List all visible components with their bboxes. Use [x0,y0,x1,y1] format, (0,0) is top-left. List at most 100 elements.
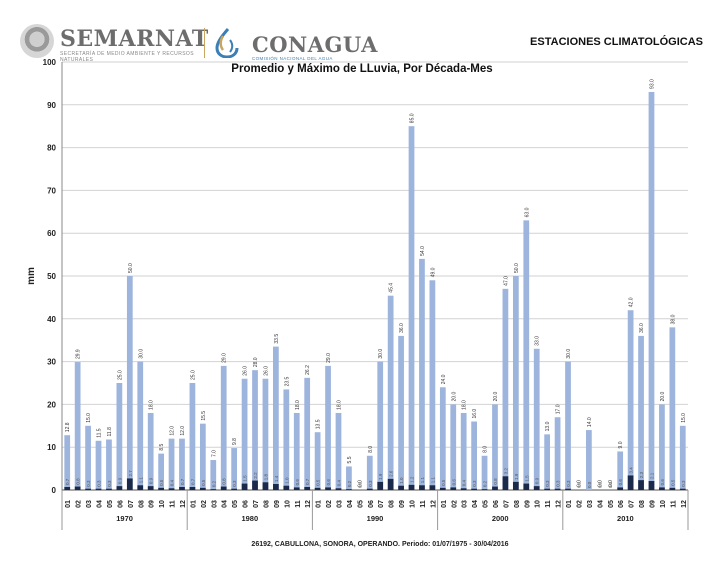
max-data-label: 36.0 [399,323,405,333]
max-data-label: 29.0 [222,353,228,363]
bar-avg [450,487,457,490]
x-tick-label: 12 [430,500,437,508]
x-tick-label: 06 [493,500,500,508]
avg-data-label: 0.4 [462,480,467,487]
semarnat-logo: SEMARNAT SECRETARÍA DE MEDIO AMBIENTE Y … [20,24,208,64]
max-data-label: 49.0 [430,267,436,277]
bar-max [512,276,519,490]
y-tick-label: 10 [47,443,56,452]
y-tick-label: 20 [47,400,56,409]
max-data-label: 26.2 [305,365,311,375]
avg-data-label: 3.2 [503,468,508,475]
avg-data-label: 0.3 [566,480,571,487]
x-tick-label: 09 [649,500,656,508]
water-drop-icon [215,28,239,58]
bar-max [377,361,384,490]
bar-max [273,346,279,490]
decade-label: 2010 [617,514,634,523]
bar-avg [293,487,300,490]
bar-avg [220,486,227,490]
avg-data-label: 0.3 [86,480,91,487]
bar-avg [106,488,112,490]
avg-data-label: 0.3 [472,480,477,487]
x-tick-label: 12 [556,500,563,508]
avg-data-label: 0.3 [681,480,686,487]
max-data-label: 50.0 [128,263,134,273]
max-data-label: 13.0 [545,421,551,431]
max-data-label: 23.5 [284,376,290,386]
x-tick-label: 08 [138,500,145,508]
bar-avg [126,478,133,490]
x-axis-caption: 26192, CABULLONA, SONORA, OPERANDO. Peri… [251,541,508,548]
bar-max [147,412,154,490]
avg-data-label: 0.8 [76,478,81,485]
bar-avg [419,485,425,490]
avg-data-label: 0.7 [305,478,310,485]
bar-avg [366,488,373,490]
bar-max [408,126,415,490]
avg-data-label: 1.2 [410,476,415,483]
avg-data-label: 2.6 [389,470,394,477]
bar-max [95,440,102,490]
avg-data-label: 0.6 [660,479,665,486]
y-tick-label: 30 [47,358,56,367]
max-data-label: 15.0 [86,413,92,423]
x-tick-label: 04 [347,500,354,508]
avg-data-label: 0.5 [201,479,206,486]
max-data-label: 0.0 [597,480,603,487]
bar-max [85,425,91,490]
bar-avg [481,489,488,490]
avg-data-label: 1.4 [274,475,279,482]
x-tick-label: 06 [618,500,625,508]
max-data-label: 12.8 [65,422,71,432]
bar-max [366,455,373,490]
bar-avg [335,488,342,490]
bar-avg [502,476,509,490]
bar-max [314,432,321,490]
bar-avg [533,486,540,490]
bar-max [471,421,477,490]
max-data-label: 12.0 [170,426,176,436]
max-data-label: 12.0 [180,426,186,436]
bar-avg [429,485,436,490]
max-data-label: 63.0 [524,207,530,217]
bar-avg [283,485,290,490]
max-data-label: 14.0 [587,417,593,427]
bar-max [158,453,164,490]
bar-avg [116,486,123,490]
avg-data-label: 0.0 [587,481,592,488]
bar-avg [158,487,164,490]
y-tick-label: 90 [47,101,56,110]
x-tick-label: 03 [462,500,469,508]
max-data-label: 25.0 [190,370,196,380]
x-tick-label: 07 [378,500,385,508]
x-tick-label: 01 [441,500,448,508]
national-seal-icon [20,24,54,58]
x-tick-label: 02 [576,500,583,508]
avg-data-label: 0.8 [493,478,498,485]
chart-title: Promedio y Máximo de LLuvia, Por Década-… [231,63,492,75]
bar-avg [147,486,154,490]
avg-data-label: 1.0 [284,477,289,484]
bar-avg [95,488,102,490]
bar-max [346,466,352,490]
max-data-label: 18.0 [149,400,155,410]
page-header: SEMARNAT SECRETARÍA DE MEDIO AMBIENTE Y … [0,0,725,64]
x-tick-label: 09 [399,500,406,508]
x-tick-label: 05 [357,500,364,508]
avg-data-label: 0.8 [222,478,227,485]
bar-max [450,404,457,490]
bar-max [638,335,644,490]
bar-avg [408,484,415,490]
avg-data-label: 1.1 [138,477,143,484]
avg-data-label: 0.6 [295,479,300,486]
avg-data-label: 0.6 [618,479,623,486]
x-tick-label: 02 [201,500,208,508]
x-tick-label: 03 [211,500,218,508]
max-data-label: 50.0 [514,263,520,273]
bar-avg [439,487,446,490]
y-tick-label: 100 [43,58,57,67]
x-tick-label: 04 [597,500,604,508]
max-data-label: 20.0 [660,391,666,401]
x-tick-label: 01 [190,500,197,508]
